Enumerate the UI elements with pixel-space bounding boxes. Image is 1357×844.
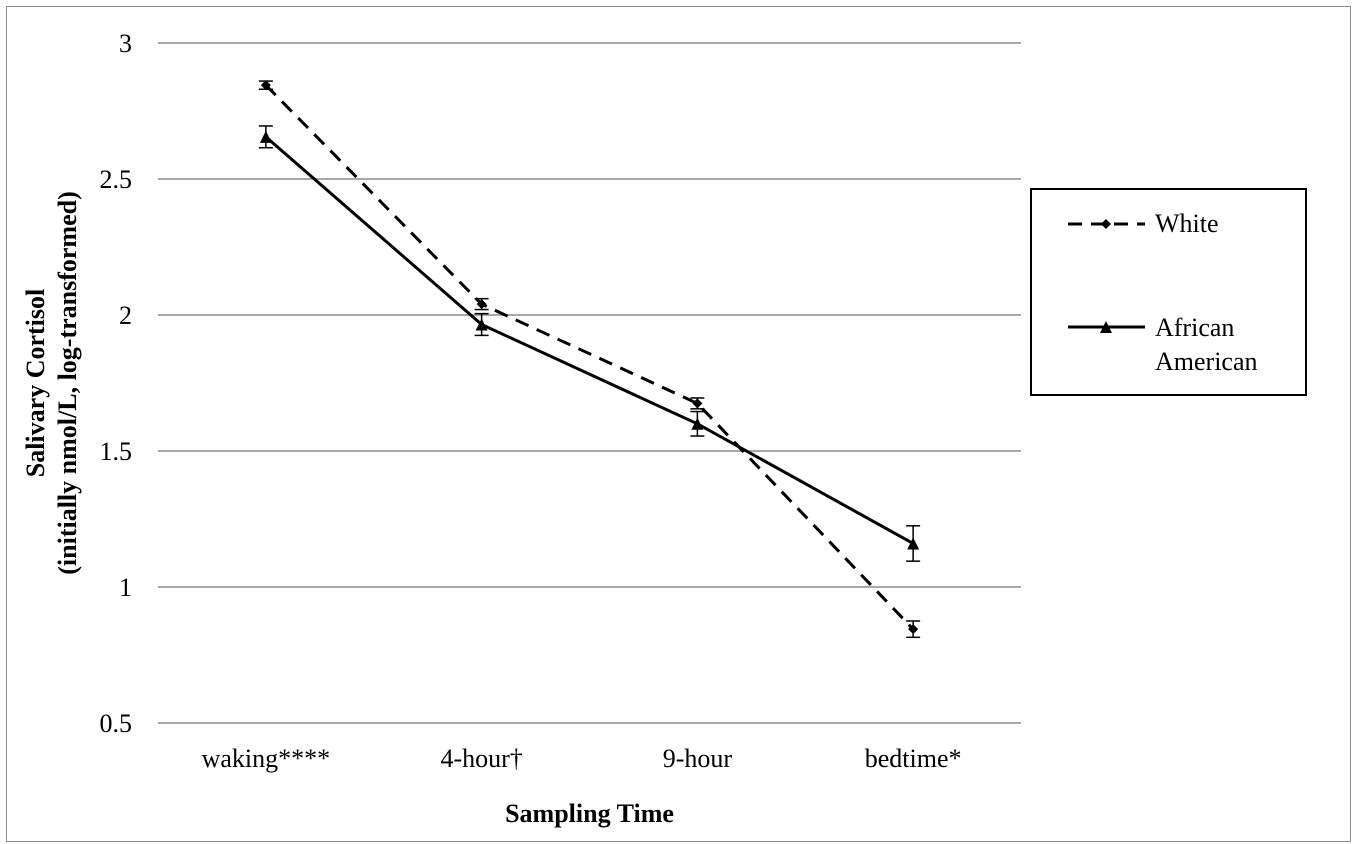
x-axis-title: Sampling Time	[505, 799, 674, 828]
data-point	[476, 299, 487, 310]
y-axis-title-line-2: (initially nmol/L, log-transformed)	[53, 191, 82, 574]
legend-label-line: African	[1155, 313, 1234, 342]
series-layer	[258, 80, 921, 639]
series-line	[264, 135, 914, 545]
gridlines	[158, 42, 1021, 588]
legend-label: African American	[1155, 313, 1258, 376]
data-point	[259, 130, 272, 143]
x-tick-label: 9-hour	[663, 744, 733, 773]
legend-label-line: White	[1155, 209, 1219, 238]
legend-item-white: White	[1068, 209, 1219, 238]
y-axis-title-line-1: Salivary Cortisol	[21, 289, 50, 478]
chart-frame	[6, 6, 1351, 842]
series-african-american	[258, 125, 921, 562]
x-tick-label: 4-hour†	[440, 744, 522, 773]
y-tick-label: 1.5	[100, 437, 133, 466]
data-point	[908, 624, 919, 635]
x-tick-label: bedtime*	[865, 744, 962, 773]
series-line	[264, 84, 915, 631]
y-tick-label: 2.5	[100, 165, 133, 194]
legend-label-line: American	[1155, 347, 1258, 376]
data-point	[692, 398, 703, 409]
legend-marker	[1101, 219, 1111, 229]
data-point	[691, 417, 704, 430]
legend-marker	[1100, 321, 1112, 333]
y-axis-tick-labels: 0.5 1 1.5 2 2.5 3	[100, 29, 133, 738]
data-point	[907, 537, 920, 550]
y-tick-label: 2	[119, 301, 132, 330]
y-tick-label: 0.5	[100, 709, 133, 738]
y-tick-label: 3	[119, 29, 132, 58]
data-point	[475, 318, 488, 331]
data-point	[260, 80, 271, 91]
y-tick-label: 1	[119, 573, 132, 602]
legend: White African American	[1030, 188, 1307, 396]
legend-item-african-american: African American	[1068, 313, 1258, 376]
series-white	[258, 80, 921, 639]
x-axis-tick-labels: waking**** 4-hour† 9-hour bedtime*	[202, 744, 962, 773]
x-tick-label: waking****	[202, 744, 331, 773]
legend-label: White	[1155, 209, 1219, 238]
y-axis-title: Salivary Cortisol (initially nmol/L, log…	[21, 191, 82, 574]
